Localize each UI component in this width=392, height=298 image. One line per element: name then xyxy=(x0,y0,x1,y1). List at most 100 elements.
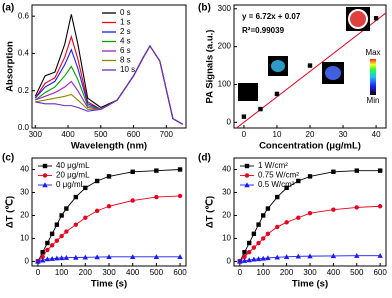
marker xyxy=(260,255,266,261)
marker xyxy=(106,204,112,209)
series-line xyxy=(34,44,183,125)
x-tick-label: 40 xyxy=(372,130,381,139)
marker xyxy=(39,257,46,263)
marker xyxy=(45,247,50,253)
y-tick-label: 100 xyxy=(218,80,232,89)
equation: y = 6.72x + 0.07 xyxy=(242,12,301,21)
y-tick-label: 30 xyxy=(222,188,231,197)
plot-area xyxy=(235,12,386,128)
inset-image xyxy=(348,9,368,29)
marker xyxy=(247,240,252,246)
marker xyxy=(59,233,64,239)
marker xyxy=(307,210,313,216)
y-tick-label: 0 xyxy=(227,257,232,266)
marker xyxy=(83,185,88,191)
marker xyxy=(153,254,160,260)
marker xyxy=(274,254,280,260)
y-axis-label: Absorption xyxy=(5,41,16,92)
marker xyxy=(63,255,70,260)
inset-image xyxy=(325,66,341,80)
marker xyxy=(255,256,262,262)
inset-image xyxy=(271,60,285,72)
marker xyxy=(154,194,159,200)
marker xyxy=(106,254,112,260)
marker xyxy=(331,207,336,212)
x-tick-label: 400 xyxy=(327,268,341,277)
marker xyxy=(256,222,261,227)
legend-label: 0 μg/mL xyxy=(56,180,86,189)
x-tick-label: 700 xyxy=(160,130,174,139)
marker xyxy=(244,163,250,169)
marker xyxy=(177,193,183,199)
x-tick-label: 600 xyxy=(173,268,187,277)
plot-area xyxy=(35,167,183,264)
y-tick-label: 40 xyxy=(222,165,231,174)
y-tick-label: 0 xyxy=(25,257,30,266)
marker xyxy=(330,253,337,259)
legend-label: 0.5 W/cm² xyxy=(258,180,295,189)
marker xyxy=(49,243,55,248)
marker xyxy=(237,258,243,264)
x-tick-label: 100 xyxy=(257,268,271,277)
legend-label: 40 μg/mL xyxy=(56,161,90,170)
series-line xyxy=(35,44,183,125)
x-axis-label: Concentration (μg/mL) xyxy=(259,141,361,152)
marker xyxy=(45,240,50,246)
marker xyxy=(64,229,69,234)
y-tick-label: 10 xyxy=(222,234,231,243)
x-tick-label: 30 xyxy=(339,130,348,139)
y-tick-label: 200 xyxy=(218,42,232,51)
marker xyxy=(275,224,280,230)
marker xyxy=(106,174,112,179)
x-tick-label: 300 xyxy=(102,268,116,277)
marker xyxy=(261,236,266,241)
marker xyxy=(261,213,266,218)
marker xyxy=(94,254,100,260)
marker xyxy=(73,222,79,227)
marker xyxy=(377,168,383,173)
series-line xyxy=(34,44,183,125)
marker xyxy=(296,178,301,184)
marker xyxy=(154,168,159,173)
marker xyxy=(251,245,257,250)
marker xyxy=(251,256,257,262)
y-axis-label: ΔT (℃) xyxy=(5,196,16,228)
legend-label: 20 μg/mL xyxy=(56,171,90,180)
panel-label: (d) xyxy=(198,153,211,164)
legend-label: 1 W/cm² xyxy=(258,161,288,170)
marker xyxy=(284,185,289,191)
r-squared: R²=0.99039 xyxy=(242,26,285,35)
marker xyxy=(295,253,302,259)
x-tick-label: 0 xyxy=(242,130,247,139)
x-tick-label: 0 xyxy=(36,268,41,277)
marker xyxy=(244,173,250,178)
x-tick-label: 300 xyxy=(303,268,317,277)
y-tick-label: 0.0 xyxy=(18,123,30,132)
plot-area xyxy=(34,14,183,125)
marker xyxy=(274,91,280,97)
y-tick-label: 20 xyxy=(20,211,29,220)
marker xyxy=(58,255,65,261)
marker xyxy=(177,167,183,172)
marker xyxy=(35,258,41,264)
y-tick-label: 300 xyxy=(218,4,232,13)
marker xyxy=(377,204,383,209)
x-tick-label: 600 xyxy=(127,130,141,139)
marker xyxy=(94,178,100,184)
marker xyxy=(354,252,360,258)
x-tick-label: 200 xyxy=(280,268,294,277)
y-tick-label: 0 xyxy=(227,117,232,126)
marker xyxy=(44,256,51,262)
series-line xyxy=(34,34,183,125)
y-tick-label: 0.6 xyxy=(18,11,30,20)
legend-label: 0.75 W/cm² xyxy=(258,171,299,180)
legend-label: 6 s xyxy=(120,46,131,55)
marker xyxy=(130,198,135,203)
series-line xyxy=(35,44,183,125)
marker xyxy=(130,169,135,174)
marker xyxy=(284,220,289,225)
marker xyxy=(307,174,313,179)
marker xyxy=(331,169,336,174)
marker xyxy=(40,254,45,260)
marker xyxy=(73,254,79,260)
